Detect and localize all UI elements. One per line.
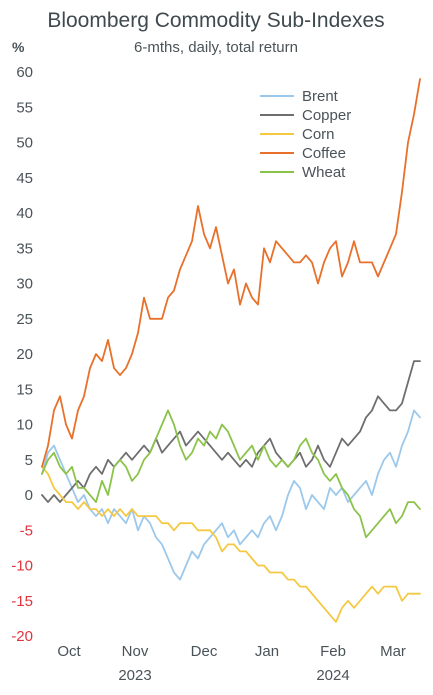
y-tick-label: 55	[16, 99, 33, 116]
legend-label-coffee: Coffee	[302, 145, 346, 162]
x-tick-label: Dec	[191, 643, 218, 660]
x-year-label: 2023	[118, 667, 151, 684]
y-tick-label: 15	[16, 381, 33, 398]
y-tick-label: -15	[11, 593, 33, 610]
y-tick-label: 45	[16, 170, 33, 187]
legend-label-wheat: Wheat	[302, 164, 346, 181]
series-line-wheat	[41, 409, 421, 539]
y-tick-label: 40	[16, 205, 33, 222]
y-tick-label: 25	[16, 311, 33, 328]
y-tick-label: -10	[11, 558, 33, 575]
y-tick-label: -5	[20, 522, 33, 539]
legend-label-corn: Corn	[302, 126, 335, 143]
series-line-brent	[41, 409, 421, 581]
series-lines	[41, 78, 421, 623]
x-tick-label: Nov	[122, 643, 149, 660]
y-tick-label: 5	[25, 452, 33, 469]
y-tick-label: 10	[16, 417, 33, 434]
legend-label-brent: Brent	[302, 88, 339, 105]
y-tick-label: -20	[11, 628, 33, 645]
x-year-label: 2024	[316, 667, 349, 684]
x-tick-label: Mar	[380, 643, 406, 660]
series-line-coffee	[41, 78, 421, 468]
y-tick-label: 30	[16, 276, 33, 293]
legend: Brent Copper Corn Coffee Wheat	[260, 88, 351, 181]
y-tick-label: 60	[16, 64, 33, 81]
series-line-corn	[41, 465, 421, 623]
chart-title: Bloomberg Commodity Sub-Indexes	[47, 9, 384, 32]
legend-label-copper: Copper	[302, 107, 351, 124]
y-tick-label: 0	[25, 487, 33, 504]
x-axis-ticks: Oct Nov Dec Jan Feb Mar 2023 2024	[57, 643, 406, 684]
y-axis-unit: %	[12, 39, 25, 55]
x-tick-label: Feb	[320, 643, 346, 660]
chart-subtitle: 6-mths, daily, total return	[134, 39, 298, 56]
y-axis-ticks: -20 -15 -10 -5 0 5 10 15 20 25 30 35 40 45 50 55 60	[11, 64, 33, 645]
y-tick-label: 35	[16, 240, 33, 257]
y-tick-label: 20	[16, 346, 33, 363]
y-tick-label: 50	[16, 135, 33, 152]
x-tick-label: Oct	[57, 643, 81, 660]
series-line-copper	[41, 360, 421, 503]
x-tick-label: Jan	[255, 643, 279, 660]
